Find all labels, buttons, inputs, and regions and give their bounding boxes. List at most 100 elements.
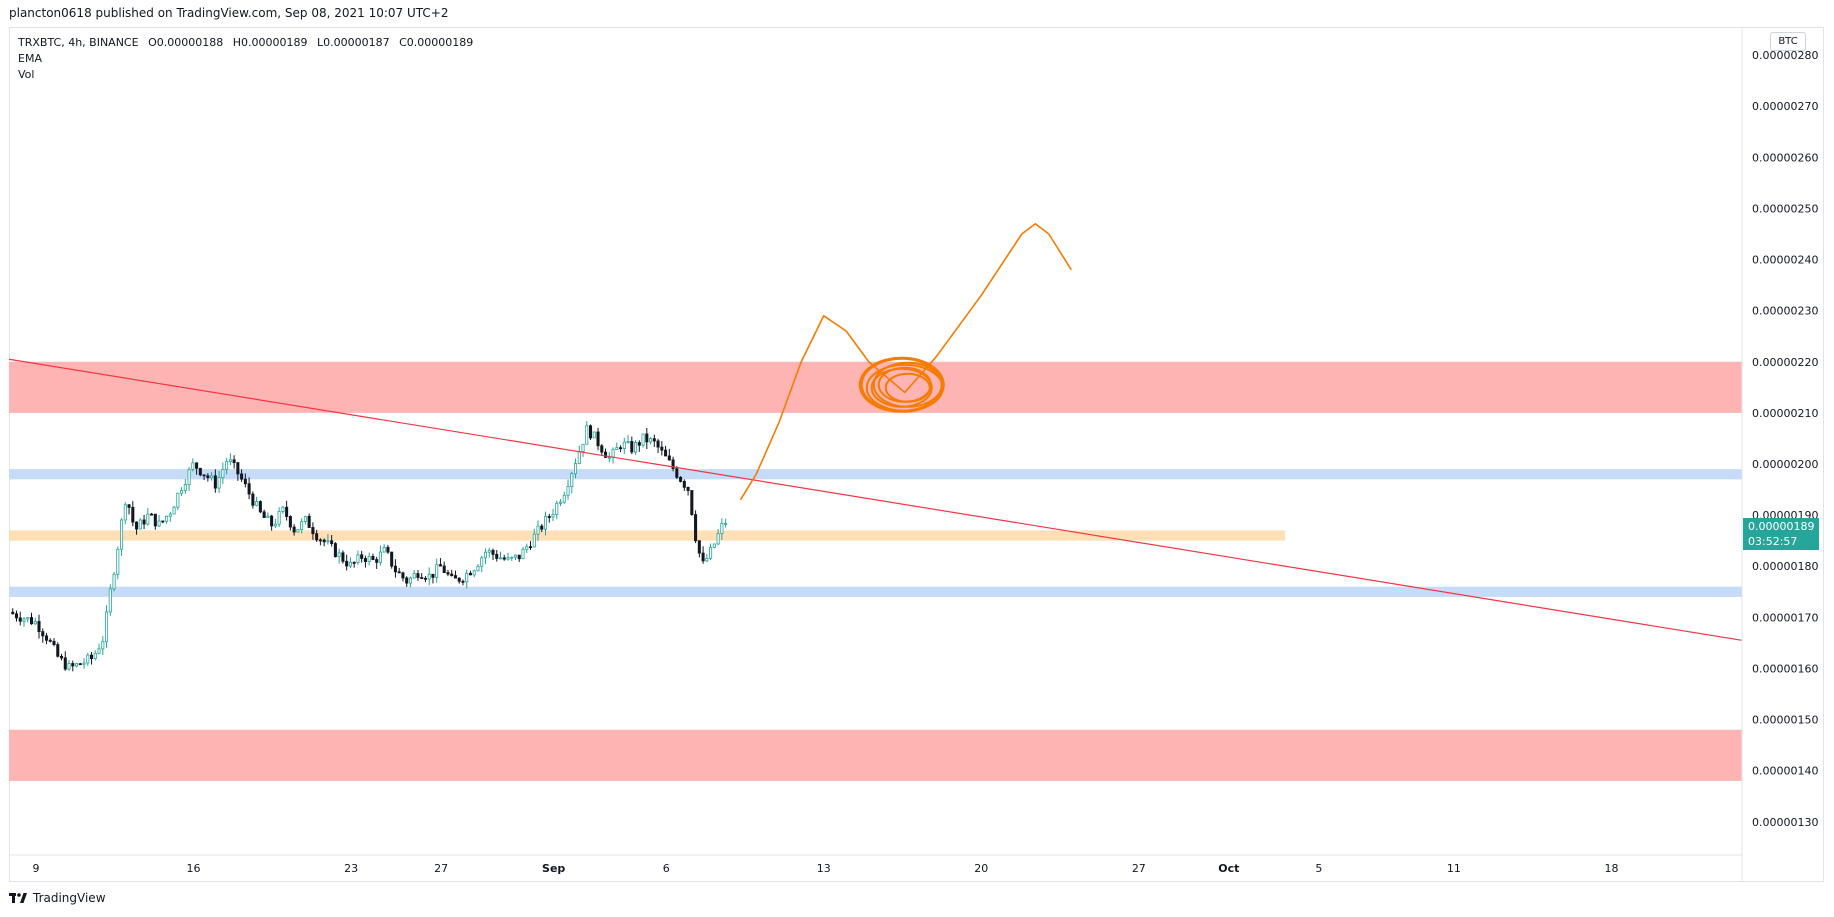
candle-body	[690, 490, 694, 515]
candle	[352, 561, 356, 568]
candle-body	[273, 523, 277, 527]
candle	[183, 479, 187, 494]
candle	[367, 552, 371, 566]
candle-body	[592, 431, 596, 439]
candle-body	[11, 611, 15, 615]
candle	[596, 427, 600, 451]
candle	[303, 515, 307, 525]
candle-body	[255, 501, 259, 506]
candle	[510, 556, 514, 561]
candle	[423, 576, 427, 583]
candle-body	[281, 506, 285, 512]
candle	[536, 520, 540, 541]
candle-body	[198, 467, 202, 476]
candle-body	[686, 486, 690, 491]
candle	[44, 632, 49, 645]
chart-frame[interactable]	[9, 27, 1824, 882]
legend-ema[interactable]: EMA	[18, 52, 42, 65]
candle	[101, 636, 105, 656]
candle	[217, 471, 221, 493]
candle	[592, 431, 596, 439]
price-tick-label: 0.00000180	[1752, 560, 1818, 573]
candle	[442, 561, 446, 574]
candle-body	[611, 449, 615, 458]
candle	[14, 610, 19, 622]
candle	[438, 558, 442, 567]
candle	[296, 529, 300, 533]
zone-level-2	[9, 530, 1286, 541]
candle-body	[78, 663, 82, 666]
candle-body	[641, 433, 645, 446]
candle-body	[90, 654, 94, 660]
candle-body	[712, 543, 716, 548]
candle-body	[131, 506, 135, 523]
price-tick-label: 0.00000210	[1752, 407, 1818, 420]
price-tick-label: 0.00000170	[1752, 611, 1818, 624]
candle-body	[442, 565, 446, 573]
candle	[558, 498, 563, 507]
candle-body	[570, 473, 574, 488]
candle	[420, 573, 424, 580]
candle-body	[307, 515, 311, 528]
candle-body	[161, 520, 165, 523]
candle-body	[495, 553, 499, 559]
trendline-layer	[8, 358, 1743, 641]
candle	[243, 473, 247, 488]
candle	[435, 558, 439, 583]
candle-body	[675, 468, 679, 478]
legend-vol[interactable]: Vol	[18, 68, 35, 81]
candle	[645, 428, 649, 449]
candle	[446, 569, 450, 577]
candle-body	[652, 438, 656, 442]
candle-body	[285, 506, 289, 517]
footer-brand[interactable]: TradingView	[9, 891, 106, 905]
candle-body	[427, 573, 431, 580]
candle-body	[150, 513, 154, 516]
candle	[427, 567, 431, 586]
candle	[543, 511, 548, 536]
price-tick-label: 0.00000270	[1752, 100, 1818, 113]
candle-body	[476, 565, 480, 572]
candle	[337, 548, 341, 564]
candle-body	[315, 533, 319, 541]
candle	[472, 569, 476, 578]
chart-legend: TRXBTC, 4h, BINANCE O0.00000188 H0.00000…	[18, 35, 473, 83]
candle-body	[513, 554, 518, 558]
candle-body	[435, 564, 439, 578]
candle-body	[348, 561, 352, 567]
candle	[562, 491, 566, 504]
candle	[641, 433, 645, 448]
candle	[405, 576, 409, 587]
candle	[266, 512, 270, 518]
publish-header: plancton0618 published on TradingView.co…	[9, 6, 449, 20]
candle-body	[510, 556, 514, 559]
candle-body	[41, 631, 45, 637]
time-tick-label: 11	[1447, 862, 1461, 875]
candle-body	[333, 543, 337, 558]
time-tick-label: 13	[817, 862, 831, 875]
candle-body	[251, 493, 255, 506]
candle	[142, 514, 146, 530]
candle-body	[420, 577, 424, 579]
candle	[247, 477, 251, 500]
candle-body	[75, 663, 79, 667]
currency-button[interactable]: BTC	[1770, 32, 1806, 51]
candle-body	[29, 617, 34, 625]
candle	[127, 504, 131, 515]
candle	[281, 505, 285, 514]
candle	[517, 554, 521, 562]
candle-body	[266, 515, 270, 518]
candle-body	[240, 473, 244, 480]
price-tick-label: 0.00000250	[1752, 202, 1818, 215]
candle	[93, 650, 97, 661]
candle-body	[671, 459, 675, 470]
candle	[292, 524, 296, 536]
legend-symbol[interactable]: TRXBTC, 4h, BINANCE	[18, 36, 139, 49]
candle-body	[360, 554, 364, 559]
candle-body	[195, 462, 199, 469]
candle	[540, 523, 544, 533]
candle-body	[667, 455, 671, 461]
candle	[236, 462, 240, 481]
candle-body	[615, 447, 619, 450]
